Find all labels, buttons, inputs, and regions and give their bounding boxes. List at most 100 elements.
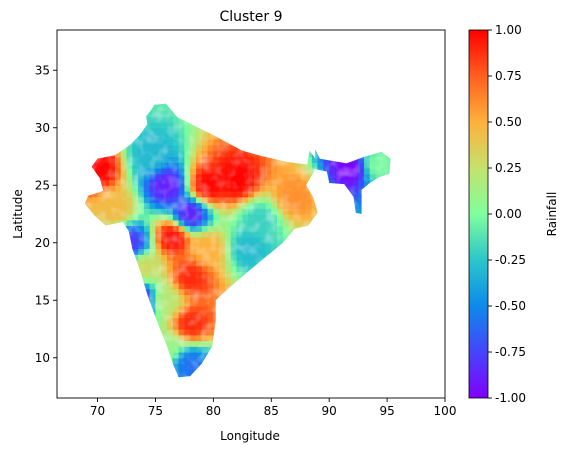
heat-cell [369, 196, 377, 204]
heat-cell [363, 196, 371, 204]
heat-cell [323, 185, 330, 192]
heat-cell [375, 202, 382, 209]
heat-cell [84, 145, 87, 152]
heat-cell [352, 237, 359, 244]
heat-cell [236, 334, 243, 342]
heat-cell [84, 116, 87, 123]
heat-cell [334, 340, 342, 347]
heat-cell [387, 139, 391, 146]
heat-cell [242, 139, 249, 146]
heat-cell [375, 231, 382, 238]
heat-cell [375, 242, 382, 250]
heat-cell [334, 139, 342, 146]
heat-cell [300, 346, 307, 353]
heat-cell [103, 237, 110, 244]
heat-cell [97, 127, 104, 135]
heat-cell [352, 265, 359, 273]
heat-cell [294, 283, 301, 290]
heat-cell [195, 104, 203, 112]
heat-cell [138, 352, 145, 359]
heat-cell [340, 133, 348, 140]
heat-cell [334, 214, 342, 221]
heat-cell [91, 311, 99, 319]
heat-cell [375, 237, 382, 244]
heat-cell [323, 300, 330, 307]
heat-cell [381, 214, 388, 221]
heat-cell [155, 357, 162, 365]
heat-cell [363, 104, 371, 112]
heat-cell [375, 191, 382, 198]
x-tick-label: 85 [264, 404, 279, 418]
heat-cell [375, 334, 382, 342]
heat-cell [340, 150, 348, 158]
heat-cell [358, 329, 365, 336]
heat-cell [387, 294, 391, 301]
heat-cell [317, 116, 324, 123]
heat-cell [329, 248, 336, 255]
heat-cell [363, 271, 371, 278]
heat-cell [138, 110, 145, 117]
heat-cell [352, 375, 359, 378]
heat-cell [381, 300, 388, 307]
heat-cell [329, 242, 336, 250]
heat-cell [253, 346, 261, 353]
heat-cell [282, 363, 290, 370]
heat-cell [109, 306, 116, 313]
heat-cell [329, 369, 336, 376]
heat-cell [346, 369, 353, 376]
heat-cell [253, 311, 261, 319]
heat-cell [248, 352, 255, 359]
heat-cell [132, 317, 139, 324]
heat-cell [213, 363, 220, 370]
heat-cell [334, 334, 342, 342]
heat-cell [387, 133, 391, 140]
heat-cell [375, 323, 382, 330]
heat-cell [282, 133, 290, 140]
heat-cell [230, 110, 238, 117]
heat-cell [393, 306, 399, 312]
heat-cell [358, 150, 365, 158]
heat-cell [103, 288, 110, 296]
heat-cell [317, 311, 324, 319]
heat-cell [85, 271, 93, 278]
heat-cell [393, 203, 399, 209]
heat-cell [346, 133, 353, 140]
heat-cell [381, 340, 388, 347]
heat-cell [103, 122, 110, 129]
heat-cell [97, 265, 104, 273]
heat-cell [358, 357, 365, 365]
heat-cell [265, 306, 272, 313]
heat-cell [346, 271, 353, 278]
heat-cell [126, 133, 133, 140]
heat-cell [311, 340, 319, 347]
heat-cell [114, 369, 122, 376]
heat-cell [306, 334, 313, 342]
heat-cell [329, 219, 336, 227]
heat-cell [346, 242, 353, 250]
heat-cell [346, 346, 353, 353]
heat-cell [369, 133, 377, 140]
heat-cell [393, 260, 399, 266]
heat-cell [317, 122, 324, 129]
heat-cell [207, 352, 214, 359]
heat-cell [85, 254, 93, 261]
x-axis-label: Longitude [220, 429, 280, 443]
y-tick-label: 10 [35, 351, 50, 365]
heat-cell [387, 225, 391, 232]
heat-cell [387, 179, 391, 186]
heat-cell [381, 311, 388, 319]
heat-cell [230, 127, 238, 135]
heat-cell [352, 317, 359, 324]
heat-cell [138, 122, 145, 129]
heat-cell [84, 277, 87, 284]
heat-cell [334, 225, 342, 232]
heat-cell [242, 375, 249, 378]
heat-cell [294, 369, 301, 376]
heat-cell [363, 225, 371, 232]
heat-cell [340, 214, 348, 221]
heat-cell [230, 116, 238, 123]
heat-cell [271, 110, 278, 117]
heat-cell [149, 352, 157, 359]
heat-cell [126, 323, 133, 330]
heat-cell [248, 357, 255, 365]
